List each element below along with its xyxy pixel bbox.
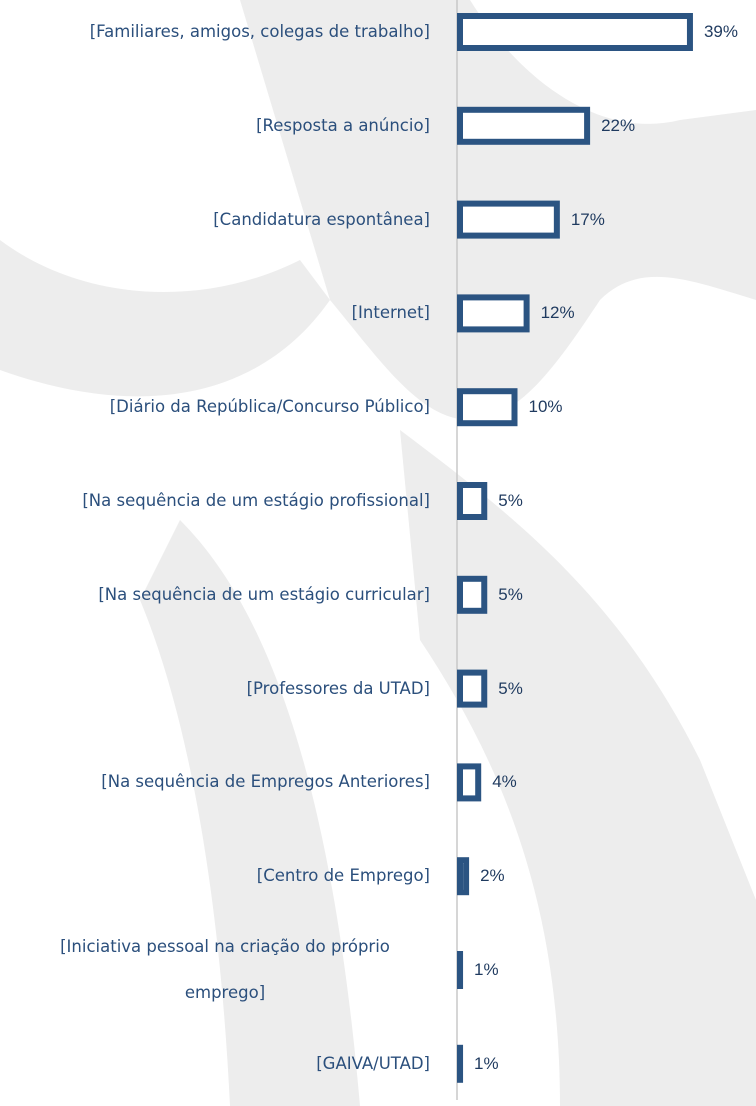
bar (457, 200, 560, 239)
bar (457, 106, 591, 145)
category-label: [Professores da UTAD] (246, 678, 430, 698)
bar (457, 575, 488, 614)
bar (457, 13, 693, 51)
value-label: 1% (474, 960, 499, 979)
value-label: 1% (474, 1053, 499, 1073)
category-label: [Iniciativa pessoal na criação do própri… (60, 937, 390, 1002)
value-label: 10% (528, 397, 563, 417)
bar (457, 763, 482, 802)
category-label: [Candidatura espontânea] (213, 209, 430, 229)
value-label: 5% (498, 678, 523, 698)
category-label: [Na sequência de Empregos Anteriores] (101, 772, 430, 792)
value-label: 39% (703, 22, 738, 41)
value-label: 5% (498, 491, 523, 510)
category-label: [Diário da República/Concurso Público] (109, 397, 430, 417)
category-label: [Na sequência de um estágio curricular] (98, 584, 430, 604)
bar (457, 857, 470, 896)
category-label: [Internet] (351, 303, 430, 323)
category-label: [Familiares, amigos, colegas de trabalho… (89, 22, 430, 41)
bar (457, 294, 530, 333)
bar (457, 388, 518, 427)
value-label: 17% (570, 209, 605, 229)
value-label: 22% (601, 115, 636, 135)
value-label: 5% (498, 584, 523, 604)
value-label: 12% (540, 303, 575, 323)
bar (457, 1044, 464, 1083)
bar (457, 951, 464, 990)
category-label: [Centro de Emprego] (256, 866, 430, 886)
category-label: [GAIVA/UTAD] (316, 1053, 430, 1073)
value-label: 2% (480, 866, 505, 886)
bar (457, 669, 488, 708)
category-label: [Resposta a anúncio] (256, 115, 430, 135)
category-label: [Na sequência de um estágio profissional… (82, 491, 430, 510)
value-label: 4% (492, 772, 517, 792)
bar (457, 482, 488, 520)
